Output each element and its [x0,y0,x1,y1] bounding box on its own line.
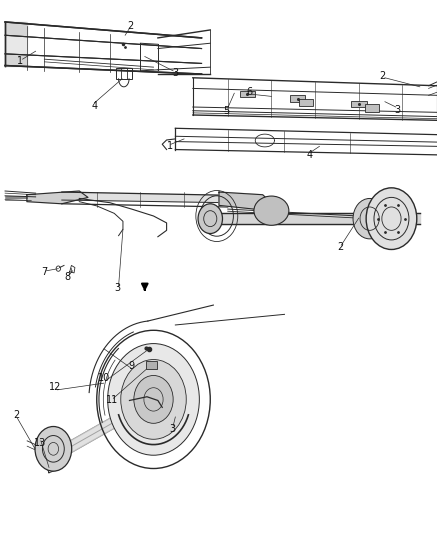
Circle shape [134,375,173,423]
Text: 8: 8 [64,272,71,282]
Text: 1: 1 [17,56,23,66]
Text: 2: 2 [13,410,19,421]
Bar [146,361,156,369]
Text: 13: 13 [34,438,46,448]
Bar [351,101,367,107]
Text: 2: 2 [128,21,134,31]
Text: 12: 12 [49,382,61,392]
Circle shape [353,198,386,239]
Bar [117,68,132,79]
Polygon shape [62,192,237,203]
Polygon shape [210,213,420,224]
Text: 5: 5 [223,106,230,116]
Text: 4: 4 [92,101,98,111]
Circle shape [198,204,223,233]
Bar [365,104,379,112]
Polygon shape [219,192,272,209]
Text: 3: 3 [394,104,400,115]
Circle shape [366,188,417,249]
Text: 9: 9 [129,361,135,372]
Bar [299,99,313,107]
Circle shape [121,360,186,439]
Text: 3: 3 [172,68,178,78]
Polygon shape [5,22,27,35]
Bar [240,91,255,98]
Text: 7: 7 [41,267,47,277]
Bar [290,95,305,102]
Text: 2: 2 [380,71,386,80]
Circle shape [35,426,72,471]
Text: 3: 3 [115,284,121,293]
Polygon shape [53,401,150,457]
Polygon shape [27,191,88,204]
Text: 2: 2 [337,242,343,252]
Polygon shape [5,35,27,54]
Text: 3: 3 [170,424,176,434]
Text: 10: 10 [98,373,110,383]
Text: 11: 11 [106,395,118,406]
Text: 6: 6 [246,87,252,97]
Text: 1: 1 [166,141,173,151]
Text: 4: 4 [306,150,312,160]
Circle shape [108,344,199,455]
Polygon shape [5,54,27,66]
Ellipse shape [254,196,289,225]
